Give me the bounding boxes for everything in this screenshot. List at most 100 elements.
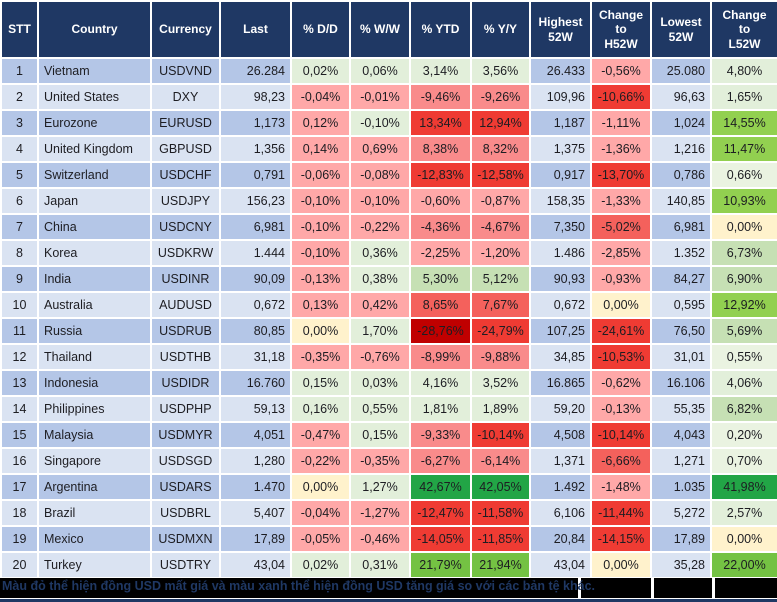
cell-dd: 0,14% (290, 135, 351, 163)
cell-yy: -11,58% (470, 499, 531, 527)
column-header-country: Country (37, 0, 152, 59)
cell-last: 156,23 (219, 187, 292, 215)
cell-ww: 0,55% (349, 395, 411, 423)
cell-dd: -0,04% (290, 83, 351, 111)
cell-stt: 2 (0, 83, 39, 111)
cell-country: Turkey (37, 551, 152, 579)
cell-yy: -6,14% (470, 447, 531, 475)
cell-ww: 1,70% (349, 317, 411, 345)
cell-stt: 10 (0, 291, 39, 319)
cell-yy: 5,12% (470, 265, 531, 293)
cell-last: 17,89 (219, 525, 292, 553)
cell-stt: 18 (0, 499, 39, 527)
cell-ww: 0,03% (349, 369, 411, 397)
cell-ww: -1,27% (349, 499, 411, 527)
table-row: 14 Philippines USDPHP 59,13 0,16% 0,55% 1,81% 1… (0, 395, 777, 423)
cell-dd: 0,16% (290, 395, 351, 423)
cell-last: 1.444 (219, 239, 292, 267)
cell-high: 158,35 (529, 187, 592, 215)
column-header-pct-ytd: % YTD (409, 0, 472, 59)
cell-country: Japan (37, 187, 152, 215)
cell-stt: 13 (0, 369, 39, 397)
cell-dd: 0,02% (290, 57, 351, 85)
cell-high: 43,04 (529, 551, 592, 579)
cell-dd: 0,00% (290, 317, 351, 345)
cell-yy: 21,94% (470, 551, 531, 579)
cell-country: Vietnam (37, 57, 152, 85)
cell-currency: USDINR (150, 265, 221, 293)
cell-high: 4,508 (529, 421, 592, 449)
cell-ytd: -28,76% (409, 317, 472, 345)
cell-chg_h: -10,66% (590, 83, 652, 111)
column-header-pct-dd: % D/D (290, 0, 351, 59)
cell-ww: 0,31% (349, 551, 411, 579)
cell-chg_l: 5,69% (710, 317, 777, 345)
cell-chg_l: 0,70% (710, 447, 777, 475)
column-header-last: Last (219, 0, 292, 59)
cell-country: Singapore (37, 447, 152, 475)
cell-ytd: 8,38% (409, 135, 472, 163)
cell-chg_h: -1,48% (590, 473, 652, 501)
cell-last: 1,173 (219, 109, 292, 137)
cell-currency: USDBRL (150, 499, 221, 527)
cell-high: 1,187 (529, 109, 592, 137)
cell-ytd: -4,36% (409, 213, 472, 241)
cell-ww: -0,10% (349, 187, 411, 215)
cell-stt: 8 (0, 239, 39, 267)
cell-last: 0,672 (219, 291, 292, 319)
cell-country: Australia (37, 291, 152, 319)
cell-ytd: 8,65% (409, 291, 472, 319)
cell-last: 1,356 (219, 135, 292, 163)
cell-chg_l: 11,47% (710, 135, 777, 163)
cell-currency: DXY (150, 83, 221, 111)
cell-high: 26.433 (529, 57, 592, 85)
cell-currency: GBPUSD (150, 135, 221, 163)
cell-currency: USDSGD (150, 447, 221, 475)
cell-country: Russia (37, 317, 152, 345)
cell-ytd: 21,79% (409, 551, 472, 579)
cell-currency: USDCHF (150, 161, 221, 189)
cell-low: 140,85 (650, 187, 712, 215)
cell-stt: 9 (0, 265, 39, 293)
cell-chg_l: 14,55% (710, 109, 777, 137)
cell-last: 26.284 (219, 57, 292, 85)
cell-currency: USDPHP (150, 395, 221, 423)
cell-dd: -0,05% (290, 525, 351, 553)
cell-stt: 15 (0, 421, 39, 449)
cell-dd: -0,47% (290, 421, 351, 449)
cell-country: Mexico (37, 525, 152, 553)
cell-last: 1.470 (219, 473, 292, 501)
cell-yy: -10,14% (470, 421, 531, 449)
cell-chg_h: -6,66% (590, 447, 652, 475)
cell-stt: 19 (0, 525, 39, 553)
footer-gap (578, 578, 581, 598)
cell-ytd: 13,34% (409, 109, 472, 137)
cell-high: 1.492 (529, 473, 592, 501)
cell-chg_l: 0,55% (710, 343, 777, 371)
table-row: 19 Mexico USDMXN 17,89 -0,05% -0,46% -14,05% -1… (0, 525, 777, 553)
cell-chg_l: 6,90% (710, 265, 777, 293)
cell-chg_h: -0,62% (590, 369, 652, 397)
cell-country: Malaysia (37, 421, 152, 449)
cell-ytd: -0,60% (409, 187, 472, 215)
cell-chg_l: 6,82% (710, 395, 777, 423)
cell-high: 0,672 (529, 291, 592, 319)
cell-chg_l: 6,73% (710, 239, 777, 267)
cell-ytd: 1,81% (409, 395, 472, 423)
cell-country: Thailand (37, 343, 152, 371)
cell-country: United States (37, 83, 152, 111)
table-row: 20 Turkey USDTRY 43,04 0,02% 0,31% 21,79% 21,94… (0, 551, 777, 579)
cell-chg_h: -0,93% (590, 265, 652, 293)
cell-ww: -0,22% (349, 213, 411, 241)
table-row: 11 Russia USDRUB 80,85 0,00% 1,70% -28,76% -24,… (0, 317, 777, 345)
cell-chg_h: 0,00% (590, 551, 652, 579)
cell-country: United Kingdom (37, 135, 152, 163)
footer-cell (654, 578, 712, 598)
cell-high: 109,96 (529, 83, 592, 111)
column-header-pct-yy: % Y/Y (470, 0, 531, 59)
cell-chg_h: -1,33% (590, 187, 652, 215)
cell-dd: 0,13% (290, 291, 351, 319)
cell-stt: 6 (0, 187, 39, 215)
cell-stt: 20 (0, 551, 39, 579)
